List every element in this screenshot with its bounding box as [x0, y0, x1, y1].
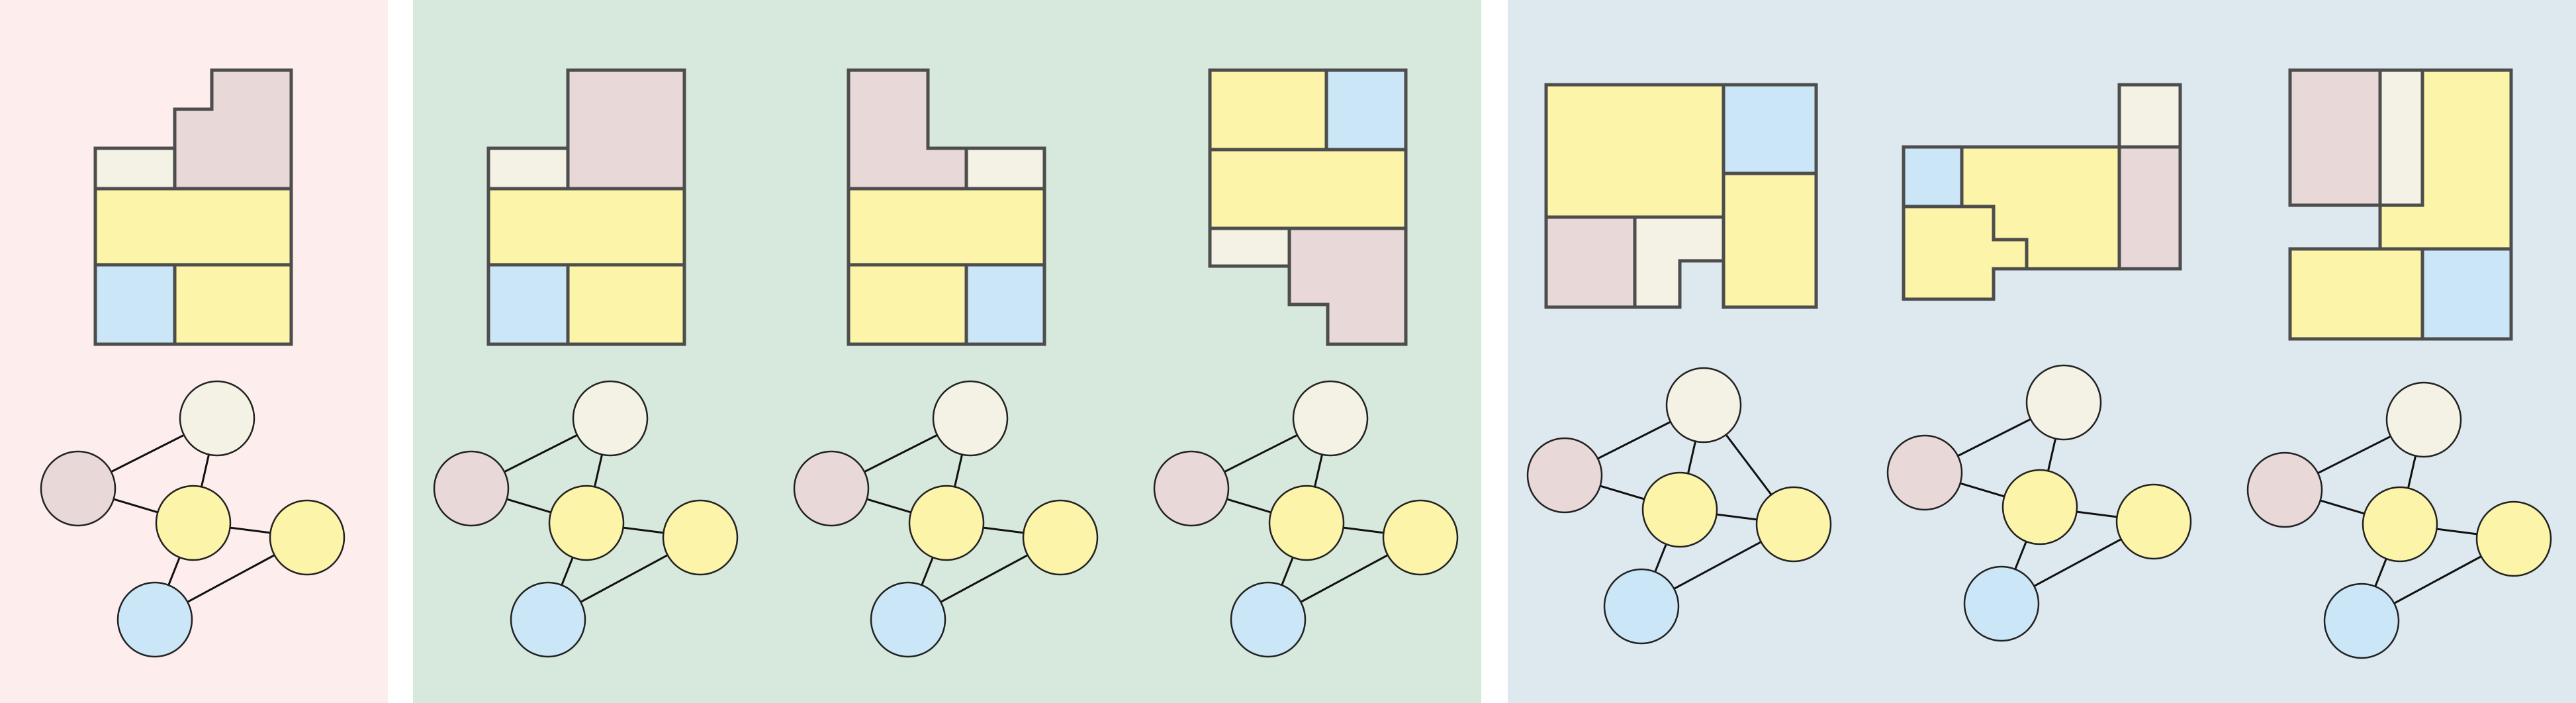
floorplan-room — [2288, 68, 2382, 207]
floorplan-room — [566, 68, 686, 191]
graph-node-pink — [40, 450, 116, 527]
graph-node-cream — [1665, 367, 1742, 444]
graph-node-hub — [155, 485, 232, 561]
graph-node-cream — [179, 380, 255, 457]
graph-node-hub — [2362, 486, 2438, 563]
graph-node-right — [2115, 483, 2192, 560]
floorplan-room — [964, 146, 1046, 191]
layout-4 — [1153, 68, 1459, 658]
graph-node-right — [1022, 499, 1099, 576]
graph-node-hub — [1641, 471, 1718, 548]
floorplan-room — [1324, 68, 1408, 152]
graph-node-blue — [1230, 581, 1307, 658]
adjacency-graph — [793, 380, 1099, 658]
floorplan-room — [1208, 68, 1328, 152]
floorplan-room — [2117, 83, 2182, 149]
graph-node-pink — [1526, 437, 1603, 514]
floorplan-room — [93, 187, 293, 267]
floorplan — [1544, 83, 1818, 309]
layout-2 — [433, 68, 739, 658]
adjacency-graph — [433, 380, 739, 658]
graph-node-cream — [2025, 364, 2102, 441]
floorplan-room — [2420, 247, 2513, 341]
graph-node-hub — [548, 485, 625, 561]
floorplan — [93, 68, 293, 346]
graph-node-cream — [572, 380, 649, 457]
floorplan-room — [1208, 226, 1291, 268]
layout-1 — [40, 68, 345, 658]
floorplan — [1902, 83, 2182, 301]
graph-node-right — [662, 499, 739, 576]
floorplan-room — [1544, 215, 1637, 309]
floorplan — [486, 68, 686, 346]
floorplan-room — [2288, 247, 2424, 341]
graph-node-pink — [1153, 450, 1230, 527]
graph-node-blue — [2323, 583, 2400, 659]
floorplan — [847, 68, 1046, 346]
graph-node-right — [1755, 486, 1832, 563]
layout-7 — [2246, 68, 2552, 659]
floorplan-room — [93, 146, 177, 191]
floorplan-room — [1902, 205, 2029, 301]
adjacency-graph — [2246, 381, 2552, 659]
adjacency-graph — [1886, 364, 2192, 642]
adjacency-graph — [1526, 367, 1832, 645]
graph-node-right — [1382, 499, 1459, 576]
floorplan — [2288, 68, 2513, 341]
layout-3 — [793, 68, 1099, 658]
graph-node-blue — [510, 581, 586, 658]
graph-node-right — [269, 499, 345, 576]
graph-node-hub — [908, 485, 985, 561]
floorplan-room — [93, 263, 177, 346]
floorplan-room — [964, 263, 1046, 346]
layout-5 — [1526, 83, 1832, 645]
floorplan-room — [1208, 148, 1408, 230]
graph-node-cream — [2385, 381, 2462, 458]
adjacency-graph — [1153, 380, 1459, 658]
graph-node-right — [2475, 500, 2552, 577]
floorplan-room — [847, 187, 1046, 267]
graph-node-pink — [2246, 451, 2323, 528]
graph-node-pink — [1886, 434, 1963, 511]
floorplan-room — [486, 146, 570, 191]
floorplan-room — [566, 263, 686, 346]
graph-node-blue — [1603, 568, 1680, 645]
graph-node-pink — [433, 450, 510, 527]
adjacency-graph — [40, 380, 345, 658]
floorplan-room — [1544, 83, 1725, 219]
floorplan-room — [486, 187, 686, 267]
layout-6 — [1886, 83, 2192, 642]
graph-node-cream — [1292, 380, 1369, 457]
graph-node-pink — [793, 450, 870, 527]
floorplan — [1208, 68, 1408, 346]
floorplan-room — [173, 263, 293, 346]
graph-node-hub — [2001, 469, 2078, 545]
floorplan-room — [2117, 145, 2182, 271]
graph-node-blue — [116, 581, 193, 658]
graph-node-hub — [1268, 485, 1345, 561]
graph-node-blue — [870, 581, 946, 658]
floorplan-room — [1722, 83, 1818, 175]
floorplan-room — [847, 263, 968, 346]
graph-node-cream — [932, 380, 1009, 457]
floorplan-room — [486, 263, 570, 346]
floorplan-room — [1722, 171, 1818, 309]
graph-node-blue — [1963, 565, 2040, 642]
floorplan-room — [1287, 226, 1408, 346]
floorplan-room — [2378, 68, 2424, 207]
